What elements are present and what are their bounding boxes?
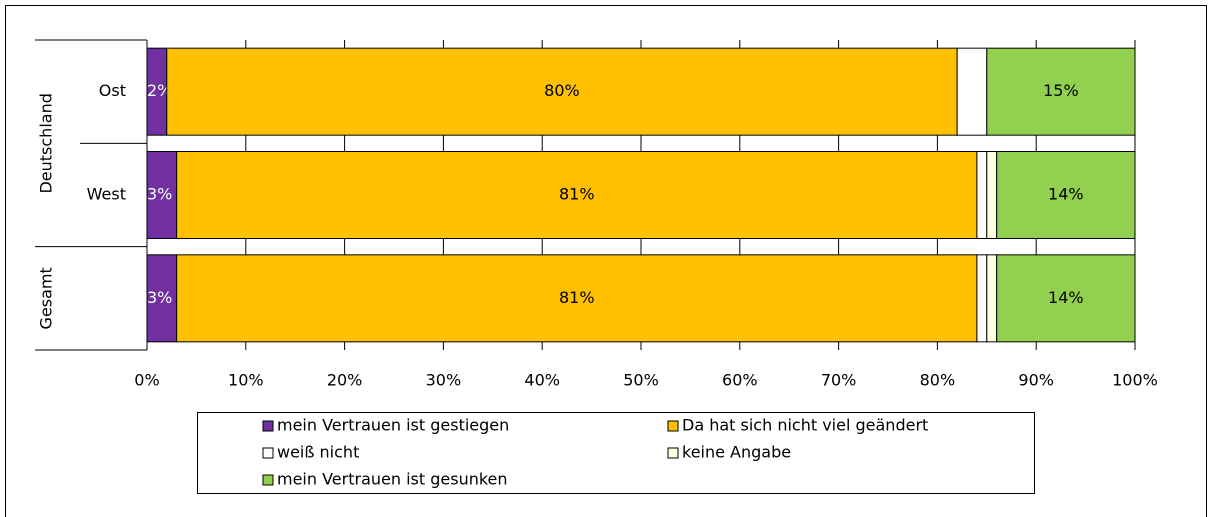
x-tick-label: 80% bbox=[920, 371, 956, 390]
x-tick-label: 40% bbox=[524, 371, 560, 390]
x-tick-label: 30% bbox=[426, 371, 462, 390]
x-tick-label: 0% bbox=[134, 371, 159, 390]
legend-box bbox=[197, 412, 1035, 494]
legend-swatch bbox=[667, 447, 679, 459]
bar-segment bbox=[146, 151, 178, 239]
y-tick-label: West bbox=[87, 185, 126, 204]
legend-label: mein Vertrauen ist gesunken bbox=[277, 470, 508, 489]
legend-label: mein Vertrauen ist gestiegen bbox=[277, 416, 509, 435]
bar-segment bbox=[996, 254, 1136, 343]
y-tick-label: Ost bbox=[99, 81, 126, 100]
legend-label: Da hat sich nicht viel geändert bbox=[682, 416, 928, 435]
data-label: 14% bbox=[1048, 288, 1084, 307]
x-tick-label: 100% bbox=[1112, 371, 1158, 390]
legend-label: keine Angabe bbox=[682, 443, 791, 462]
data-label: 81% bbox=[559, 185, 595, 204]
x-tick-label: 90% bbox=[1018, 371, 1054, 390]
legend-swatch bbox=[667, 420, 679, 432]
data-label: 80% bbox=[544, 81, 580, 100]
legend-swatch bbox=[262, 420, 274, 432]
bar-segment bbox=[986, 254, 998, 343]
bar-segment bbox=[956, 47, 988, 136]
bar-segment bbox=[986, 151, 998, 239]
bar-segment bbox=[176, 254, 978, 343]
bar-segment bbox=[986, 47, 1136, 136]
x-tick-label: 20% bbox=[327, 371, 363, 390]
data-label: 15% bbox=[1043, 81, 1079, 100]
data-label: 3% bbox=[147, 288, 172, 307]
x-tick-label: 50% bbox=[623, 371, 659, 390]
data-label: 3% bbox=[147, 185, 172, 204]
data-label: 2% bbox=[147, 81, 172, 100]
group-label: Gesamt bbox=[37, 267, 56, 329]
bar-segment bbox=[166, 47, 958, 136]
group-label: Deutschland bbox=[37, 93, 56, 193]
bar-segment bbox=[976, 254, 988, 343]
chart-frame bbox=[5, 5, 1207, 517]
data-label: 14% bbox=[1048, 185, 1084, 204]
bar-segment bbox=[976, 151, 988, 239]
legend-swatch bbox=[262, 447, 274, 459]
x-tick-label: 60% bbox=[722, 371, 758, 390]
legend-swatch bbox=[262, 474, 274, 486]
bar-segment bbox=[146, 254, 178, 343]
bar-segment bbox=[996, 151, 1136, 239]
legend-label: weiß nicht bbox=[277, 443, 359, 462]
data-label: 81% bbox=[559, 288, 595, 307]
x-tick-label: 10% bbox=[228, 371, 264, 390]
bar-segment bbox=[176, 151, 978, 239]
x-tick-label: 70% bbox=[821, 371, 857, 390]
